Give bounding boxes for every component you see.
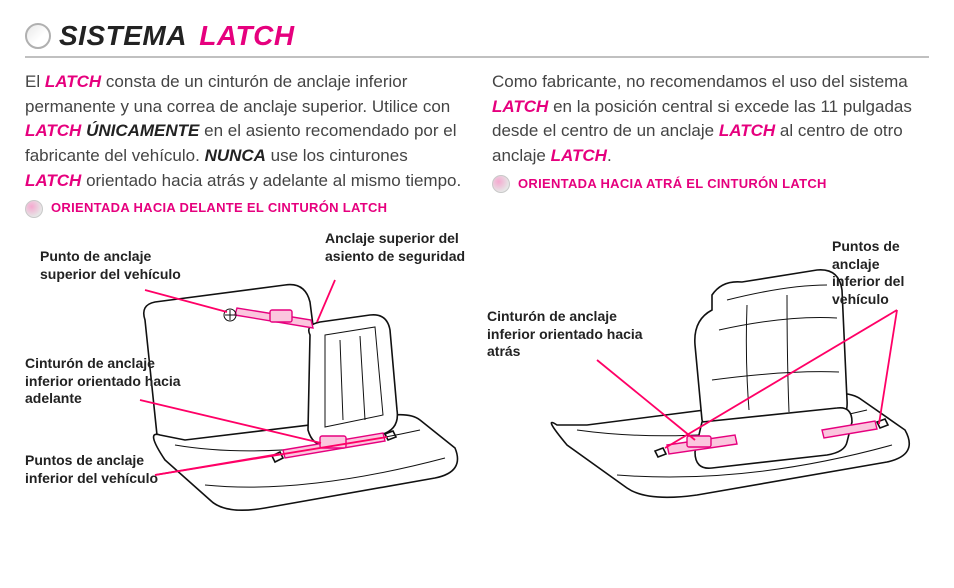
p2d: . — [607, 146, 612, 165]
p1e: orientado hacia atrás y adelante al mism… — [81, 171, 461, 190]
right-column-text: Como fabricante, no recomendamos el uso … — [492, 70, 929, 226]
text-columns: El LATCH consta de un cinturón de anclaj… — [25, 70, 929, 226]
callout-lower-belt-rear: Cinturón de anclaje inferior orientado h… — [487, 308, 662, 361]
p1d: use los cinturones — [266, 146, 408, 165]
page-header: SISTEMA LATCH — [25, 20, 929, 58]
latch-word: LATCH — [45, 72, 101, 91]
callout-lower-anchors-rear: Puntos de anclaje inferior del vehículo — [832, 238, 927, 308]
forward-subheader: ORIENTADA HACIA DELANTE EL CINTURÓN LATC… — [25, 199, 462, 218]
forward-subheader-label: ORIENTADA HACIA DELANTE EL CINTURÓN LATC… — [51, 199, 387, 218]
rear-subheader: ORIENTADA HACIA ATRÁ EL CINTURÓN LATCH — [492, 175, 929, 194]
callout-top-anchor-seat: Anclaje superior del asiento de segurida… — [325, 230, 467, 265]
title-part-2: LATCH — [199, 20, 294, 51]
callout-top-anchor-vehicle: Punto de anclaje superior del vehículo — [40, 248, 200, 283]
latch-word: LATCH — [719, 121, 775, 140]
left-column-text: El LATCH consta de un cinturón de anclaj… — [25, 70, 462, 226]
rear-subheader-label: ORIENTADA HACIA ATRÁ EL CINTURÓN LATCH — [518, 175, 827, 194]
latch-word: LATCH — [25, 121, 81, 140]
latch-word: LATCH — [492, 97, 548, 116]
p2a: Como fabricante, no recomendamos el uso … — [492, 72, 908, 91]
never-word: NUNCA — [205, 146, 266, 165]
bullet-icon — [492, 175, 510, 193]
callout-lower-anchors-forward: Puntos de anclaje inferior del vehículo — [25, 452, 195, 487]
callout-lower-belt-forward: Cinturón de anclaje inferior orientado h… — [25, 355, 205, 408]
title-part-1: SISTEMA — [59, 20, 187, 51]
latch-word: LATCH — [25, 171, 81, 190]
header-circle-icon — [25, 23, 51, 49]
forward-diagram: Punto de anclaje superior del vehículo A… — [25, 230, 467, 520]
latch-word: LATCH — [551, 146, 607, 165]
rear-diagram: Cinturón de anclaje inferior orientado h… — [487, 230, 929, 520]
page-title: SISTEMA LATCH — [59, 20, 295, 52]
bullet-icon — [25, 200, 43, 218]
diagrams-row: Punto de anclaje superior del vehículo A… — [25, 230, 929, 520]
only-word: ÚNICAMENTE — [81, 121, 199, 140]
p1a: El — [25, 72, 45, 91]
